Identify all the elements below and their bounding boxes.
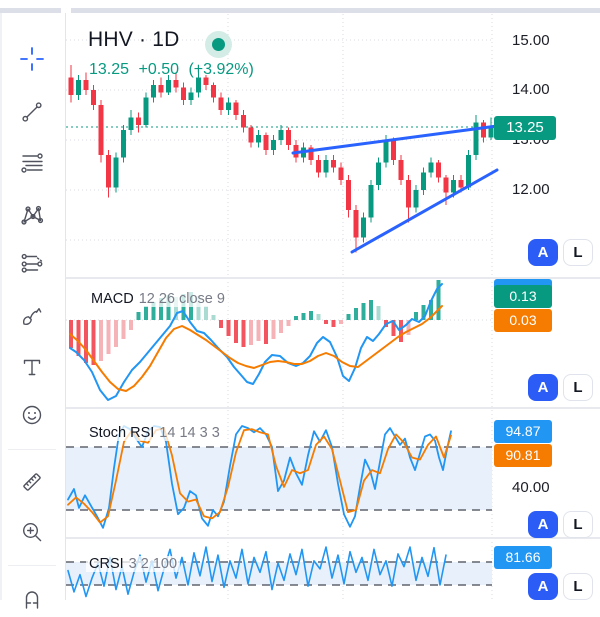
- stoch-k-badge: 94.87: [494, 420, 552, 443]
- macd-auto-scale-button[interactable]: A: [528, 374, 558, 401]
- top-toolbar-edge: [0, 8, 600, 13]
- pane-separator-crsi[interactable]: [65, 537, 600, 539]
- stoch-rsi-params: 14 14 3 3: [159, 425, 220, 441]
- parallel-channel-icon: [21, 253, 43, 273]
- macd-log-scale-button[interactable]: L: [563, 374, 593, 401]
- crsi-auto-scale-button[interactable]: A: [528, 573, 558, 600]
- stoch-rsi-name: Stoch RSI: [89, 425, 155, 441]
- market-status-halo[interactable]: [205, 31, 232, 58]
- axis-label-12: 12.00: [512, 181, 550, 198]
- zoom-in-icon: [22, 522, 42, 542]
- text-tool[interactable]: [13, 348, 51, 386]
- macd-name: MACD: [91, 291, 134, 307]
- crsi-badge: 81.66: [494, 546, 552, 569]
- top-toolbar-notch: [61, 8, 71, 13]
- pane-separator-stoch[interactable]: [65, 407, 600, 409]
- magnet-tool[interactable]: [13, 579, 51, 617]
- crsi-params: 3 2 100: [128, 556, 178, 572]
- trend-line-icon: [22, 102, 42, 122]
- brush-icon: [23, 308, 42, 325]
- crosshair-icon: [20, 47, 44, 71]
- price-change-percent: (+3.92%): [188, 61, 254, 78]
- crsi-log-scale-button[interactable]: L: [563, 573, 593, 600]
- stoch-rsi-title[interactable]: Stoch RSI 14 14 3 3: [86, 425, 223, 441]
- price-row: 13.25 +0.50 (+3.92%): [89, 61, 259, 79]
- zoom-in-tool[interactable]: [13, 513, 51, 551]
- stoch-auto-scale-button[interactable]: A: [528, 511, 558, 538]
- stoch-log-scale-button[interactable]: L: [563, 511, 593, 538]
- fib-retracement-tool[interactable]: [13, 144, 51, 182]
- crsi-title[interactable]: CRSI 3 2 100: [86, 556, 181, 572]
- pane-separator-macd[interactable]: [65, 277, 600, 279]
- xabcd-pattern-tool[interactable]: [13, 196, 51, 234]
- fib-retracement-icon: [21, 153, 43, 173]
- axis-label-14: 14.00: [512, 81, 550, 98]
- last-price-badge: 13.25: [494, 116, 556, 140]
- crosshair-tool[interactable]: [13, 40, 51, 78]
- trend-line-tool[interactable]: [13, 93, 51, 131]
- price-change: +0.50: [138, 61, 179, 78]
- magnet-icon: [25, 591, 39, 609]
- macd-title[interactable]: MACD 12 26 close 9: [88, 291, 228, 307]
- axis-label-15: 15.00: [512, 32, 550, 49]
- symbol-title[interactable]: HHV · 1D: [88, 28, 180, 51]
- emoji-icon: [22, 405, 42, 425]
- axis-label-stoch-40: 40.00: [512, 479, 550, 496]
- drawing-toolbar: [0, 13, 66, 609]
- main-log-scale-button[interactable]: L: [563, 239, 593, 266]
- market-status-dot: [212, 38, 225, 51]
- crsi-name: CRSI: [89, 556, 124, 572]
- text-icon: [23, 359, 41, 376]
- stoch-d-badge: 90.81: [494, 444, 552, 467]
- brush-tool[interactable]: [13, 297, 51, 335]
- toolbar-divider: [8, 449, 56, 450]
- last-price: 13.25: [89, 61, 130, 78]
- main-auto-scale-button[interactable]: A: [528, 239, 558, 266]
- parallel-channel-tool[interactable]: [13, 244, 51, 282]
- macd-signal-badge: 0.03: [494, 309, 552, 332]
- toolbar-divider: [8, 565, 56, 566]
- macd-params: 12 26 close 9: [138, 291, 225, 307]
- macd-hist-badge: 0.13: [494, 285, 552, 308]
- emoji-tool[interactable]: [13, 396, 51, 434]
- measure-tool[interactable]: [13, 463, 51, 501]
- ruler-icon: [23, 473, 41, 491]
- xabcd-pattern-icon: [21, 205, 44, 225]
